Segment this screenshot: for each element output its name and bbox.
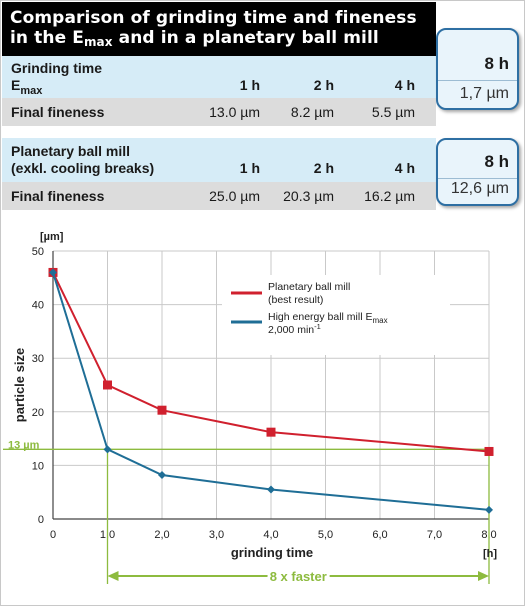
data-point-emax <box>267 485 275 494</box>
emax-fineness-3: 5.5 µm <box>371 104 415 120</box>
span-arrow-head-left <box>107 571 119 581</box>
data-point-emax <box>49 268 57 277</box>
planetary-8h-value: 12,6 µm <box>450 180 509 197</box>
x-tick-label: 4,0 <box>263 529 278 541</box>
x-tick-label: 2,0 <box>154 529 169 541</box>
x-tick-label: 7,0 <box>427 529 442 541</box>
planetary-time-label: Planetary ball mill (exkl. cooling break… <box>11 143 155 176</box>
emax-fineness-1: 13.0 µm <box>209 104 260 120</box>
data-point-emax <box>158 471 166 480</box>
legend-label-planetary-line2: (best result) <box>268 294 323 306</box>
chart-series <box>48 267 494 514</box>
emax-fineness-label: Final fineness <box>11 104 105 120</box>
data-point-planetary <box>484 446 494 456</box>
planetary-fineness-row: Final fineness 25.0 µm 20.3 µm 16.2 µm <box>2 182 436 210</box>
y-tick-label: 40 <box>32 300 44 312</box>
chart-legend: Planetary ball mill(best result) High ene… <box>222 275 450 355</box>
planetary-fineness-label: Final fineness <box>11 188 105 204</box>
legend-box <box>222 275 450 355</box>
planetary-8h-time: 8 h <box>484 152 509 171</box>
emax-8h-callout: 8 h 1,7 µm <box>436 28 519 110</box>
emax-8h-value: 1,7 µm <box>459 85 509 102</box>
y-tick-label: 0 <box>38 514 44 526</box>
title-line-1: Comparison of grinding time and fineness <box>10 8 417 28</box>
planetary-time-row: Planetary ball mill (exkl. cooling break… <box>2 138 436 182</box>
emax-time-1: 1 h <box>239 77 260 93</box>
planetary-time-2: 2 h <box>313 160 334 176</box>
y-tick-label: 20 <box>32 407 44 419</box>
x-tick-label: 5,0 <box>318 529 333 541</box>
emax-time-2: 2 h <box>313 77 334 93</box>
y-tick-label: 30 <box>32 353 44 365</box>
planetary-fineness-1: 25.0 µm <box>209 188 260 204</box>
y-tick-label: 10 <box>32 460 44 472</box>
planetary-8h-callout: 8 h 12,6 µm <box>436 138 519 206</box>
y-axis-label: particle size <box>12 348 27 422</box>
data-point-emax <box>485 505 493 514</box>
x-axis-unit: [h] <box>483 548 497 560</box>
legend-label-planetary: Planetary ball mill <box>268 281 350 293</box>
planetary-fineness-3: 16.2 µm <box>364 188 415 204</box>
chart-axis-labels: [µm] particle size grinding time [h] <box>12 231 497 560</box>
y-tick-label: 50 <box>32 246 44 258</box>
highlight-annotation: 13 µm 8 x faster <box>3 439 490 587</box>
planetary-time-3: 4 h <box>394 160 415 176</box>
data-point-emax <box>103 445 112 454</box>
emax-time-3: 4 h <box>394 77 415 93</box>
data-point-planetary <box>157 405 167 415</box>
x-tick-label: 0 <box>50 529 56 541</box>
data-point-planetary <box>103 380 112 390</box>
span-label: 8 x faster <box>270 569 327 584</box>
span-arrow-head-right <box>478 571 489 581</box>
data-point-planetary <box>266 427 276 437</box>
emax-fineness-row: Final fineness 13.0 µm 8.2 µm 5.5 µm <box>2 98 436 126</box>
callout-divider <box>438 178 517 179</box>
emax-fineness-2: 8.2 µm <box>290 104 334 120</box>
title-line-2: in the Emax and in a planetary ball mill <box>10 28 379 49</box>
planetary-fineness-2: 20.3 µm <box>283 188 334 204</box>
x-tick-label: 3,0 <box>209 529 224 541</box>
callout-divider <box>438 80 517 81</box>
chart-axes <box>52 251 489 520</box>
planetary-time-1: 1 h <box>239 160 260 176</box>
emax-8h-time: 8 h <box>484 54 509 73</box>
highlight-value-label: 13 µm <box>8 439 40 451</box>
legend-label-emax-line2: 2,000 min-1 <box>268 322 321 336</box>
page-title: Comparison of grinding time and fineness… <box>2 2 436 56</box>
x-axis-label: grinding time <box>231 545 313 560</box>
legend-label-emax: High energy ball mill Emax <box>268 311 388 325</box>
y-axis-unit: [µm] <box>40 231 64 243</box>
x-tick-label: 6,0 <box>372 529 387 541</box>
emax-time-label: Grinding time Emax <box>11 60 102 97</box>
emax-time-row: Grinding time Emax 1 h 2 h 4 h <box>2 56 436 98</box>
